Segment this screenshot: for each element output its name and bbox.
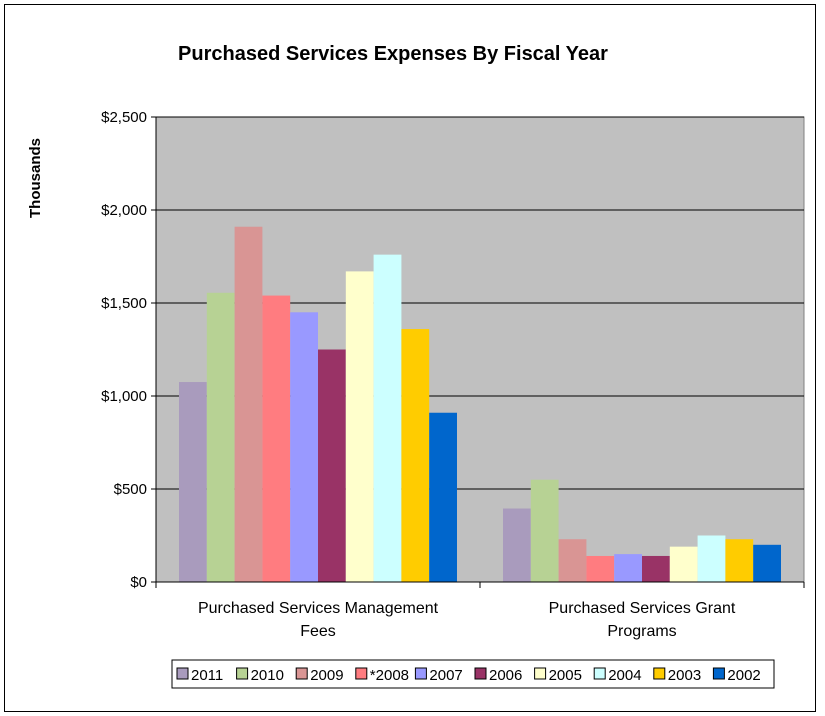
bar-2004-cat0 [373, 254, 402, 582]
legend-label: 2005 [549, 667, 582, 684]
bar-2009-cat0 [234, 226, 263, 583]
legend-swatch [355, 667, 368, 680]
bar-2010-cat1 [530, 479, 559, 582]
category-label: Purchased Services Grant [549, 600, 736, 617]
legend-swatch [414, 667, 427, 680]
axes [155, 117, 805, 588]
bar-2002-cat0 [429, 412, 457, 582]
y-axis-ticks: $0 $500 $1,000 $1,500 $2,000 $2,500 [101, 109, 156, 591]
chart-canvas: Purchased Services Expenses By Fiscal Ye… [27, 43, 805, 689]
category-labels: Purchased Services Management Fees Purchas… [198, 600, 736, 640]
legend-label: 2009 [310, 667, 343, 684]
bars [179, 226, 781, 583]
legend-label: *2008 [370, 667, 409, 684]
legend-box [171, 659, 775, 689]
bar-2006-cat0 [318, 349, 346, 582]
legend-label: 2002 [727, 667, 760, 684]
bar-2007-cat0 [290, 312, 318, 582]
legend-swatch [534, 667, 547, 680]
chart-frame: Purchased Services Expenses By Fiscal Ye… [4, 4, 816, 712]
legend-label: 2004 [608, 667, 641, 684]
category-label: Fees [300, 623, 336, 640]
y-tick-label: $2,500 [101, 109, 147, 126]
bar-2010-cat0 [206, 292, 235, 582]
legend-swatch [295, 667, 308, 680]
bar-2007-cat1 [614, 554, 642, 582]
chart-title: Purchased Services Expenses By Fiscal Ye… [178, 43, 608, 65]
legend-swatch [236, 667, 249, 680]
legend-swatch [593, 667, 606, 680]
y-axis-label: Thousands [27, 138, 44, 218]
bar-2004-cat1 [697, 535, 726, 582]
y-tick-label: $2,000 [101, 202, 147, 219]
y-tick-label: $1,500 [101, 295, 147, 312]
legend-label: 2007 [429, 667, 462, 684]
bar-2008-cat1 [586, 555, 615, 582]
bar-2003-cat0 [401, 329, 430, 582]
legend-swatch [712, 667, 725, 680]
bar-2005-cat1 [669, 546, 698, 582]
bar-2011-cat1 [503, 508, 531, 582]
legend-swatch [474, 667, 487, 680]
legend-swatch [653, 667, 666, 680]
legend-label: 2011 [191, 667, 223, 684]
bar-2005-cat0 [345, 271, 374, 582]
y-tick-label: $1,000 [101, 388, 147, 405]
legend-label: 2006 [489, 667, 522, 684]
bar-2008-cat0 [262, 295, 291, 582]
legend-swatch [176, 667, 189, 680]
y-tick-label: $500 [114, 481, 147, 498]
bar-2009-cat1 [558, 539, 587, 582]
bar-2002-cat1 [753, 544, 781, 582]
legend-label: 2003 [668, 667, 701, 684]
y-tick-label: $0 [130, 574, 147, 591]
bar-2003-cat1 [725, 539, 754, 582]
legend-label: 2010 [251, 667, 284, 684]
legend: 2011 2010 2009 *2008 2007 2006 2005 2004 2003 200… [171, 659, 775, 689]
category-label: Programs [607, 623, 676, 640]
category-label: Purchased Services Management [198, 600, 439, 617]
bar-2011-cat0 [179, 382, 207, 582]
bar-2006-cat1 [642, 555, 670, 582]
